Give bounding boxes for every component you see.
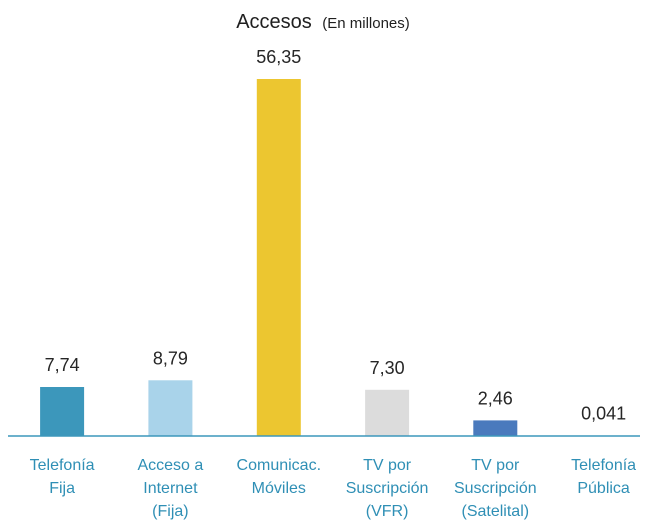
category-label-line: Fija	[49, 480, 75, 497]
category-label-5: Telefonía Pública	[571, 457, 636, 497]
category-label-0: Telefonía Fija	[30, 457, 95, 497]
category-label-line: (VFR)	[366, 503, 409, 520]
chart-title: Accesos (En millones)	[236, 11, 410, 33]
bar-2	[256, 79, 301, 436]
category-label-line: Pública	[577, 480, 630, 497]
value-label-2: 56,35	[256, 47, 301, 67]
value-label-5: 0,041	[581, 404, 626, 424]
value-label-0: 7,74	[45, 355, 80, 375]
bar-3	[365, 389, 410, 436]
category-label-line: (Fija)	[152, 503, 188, 520]
category-label-4: TV por Suscripción (Satelital)	[454, 457, 537, 520]
bar-1	[148, 380, 193, 436]
category-label-line: Suscripción	[346, 480, 429, 497]
category-label-line: Suscripción	[454, 480, 537, 497]
category-label-line: Acceso a	[137, 457, 203, 474]
category-labels-group: Telefonía Fija Acceso a Internet (Fija) Comun…	[30, 457, 637, 520]
category-label-line: Internet	[143, 480, 198, 497]
category-label-1: Acceso a Internet (Fija)	[137, 457, 203, 520]
bars-group	[40, 79, 626, 436]
category-label-line: TV por	[363, 457, 412, 474]
chart-title-subtitle: (En millones)	[322, 15, 410, 32]
value-label-1: 8,79	[153, 348, 188, 368]
bar-0	[40, 387, 85, 436]
category-label-line: (Satelital)	[462, 503, 530, 520]
value-label-3: 7,30	[370, 358, 405, 378]
value-label-4: 2,46	[478, 388, 513, 408]
category-label-line: Móviles	[252, 480, 306, 497]
chart-title-main: Accesos	[236, 11, 312, 33]
category-label-line: Comunicac.	[237, 457, 321, 474]
value-labels-group: 7,74 8,79 56,35 7,30 2,46 0,041	[45, 47, 627, 424]
category-label-line: Telefonía	[571, 457, 636, 474]
bar-4	[473, 420, 518, 436]
category-label-2: Comunicac. Móviles	[237, 457, 321, 497]
category-label-line: TV por	[471, 457, 520, 474]
category-label-3: TV por Suscripción (VFR)	[346, 457, 429, 520]
category-label-line: Telefonía	[30, 457, 95, 474]
